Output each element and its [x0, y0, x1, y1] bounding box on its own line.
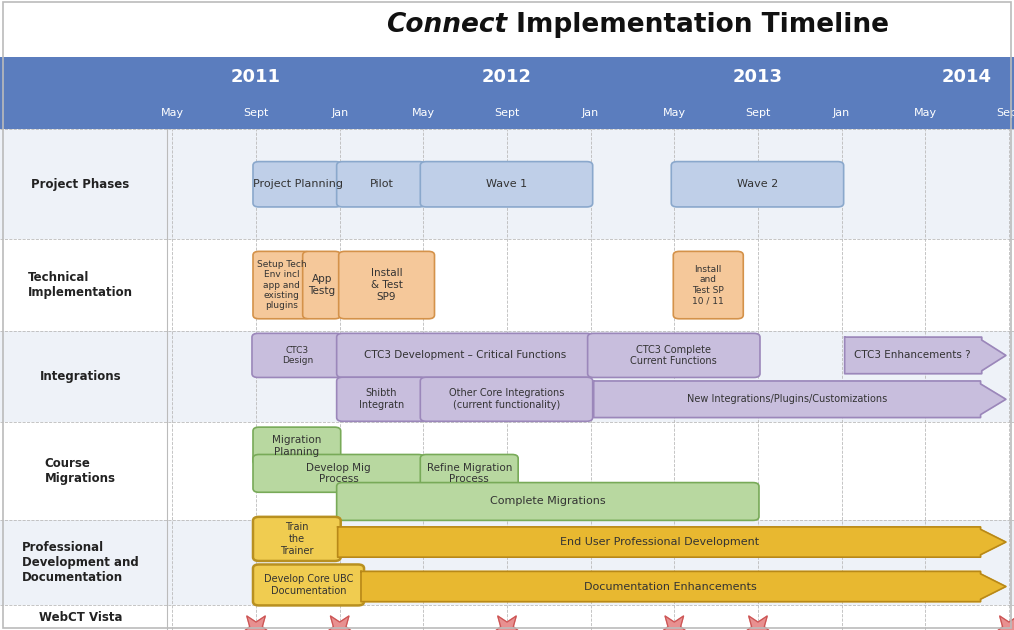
Text: Migration
Planning: Migration Planning	[272, 435, 321, 457]
Polygon shape	[361, 571, 1006, 602]
Text: May: May	[663, 108, 685, 118]
FancyBboxPatch shape	[337, 162, 426, 207]
Text: Documentation Enhancements: Documentation Enhancements	[584, 581, 757, 592]
Bar	[0, 520, 1014, 605]
Text: Other Core Integrations
(current functionality): Other Core Integrations (current functio…	[449, 389, 564, 410]
Polygon shape	[324, 616, 355, 630]
Text: Jan: Jan	[582, 108, 599, 118]
Text: CTC3 Development – Critical Functions: CTC3 Development – Critical Functions	[364, 350, 566, 360]
FancyBboxPatch shape	[251, 333, 343, 377]
Polygon shape	[338, 527, 1006, 557]
Text: Setup Tech
Env incl
app and
existing
plugins: Setup Tech Env incl app and existing plu…	[258, 260, 306, 311]
Polygon shape	[492, 616, 522, 630]
Text: CTC3 Complete
Current Functions: CTC3 Complete Current Functions	[631, 345, 717, 366]
FancyBboxPatch shape	[339, 251, 434, 319]
Text: Sept: Sept	[494, 108, 520, 118]
Text: 2013: 2013	[733, 68, 783, 86]
Text: Shibth
Integratn: Shibth Integratn	[359, 389, 405, 410]
Text: Wave 1: Wave 1	[487, 180, 527, 189]
Text: Jan: Jan	[331, 108, 349, 118]
FancyBboxPatch shape	[302, 251, 341, 319]
Bar	[0, 239, 1014, 331]
Text: CTC3 Enhancements ?: CTC3 Enhancements ?	[854, 350, 971, 360]
Text: Train
the
Trainer: Train the Trainer	[280, 522, 313, 556]
Text: New Integrations/Plugins/Customizations: New Integrations/Plugins/Customizations	[687, 394, 887, 404]
Text: Wave 2: Wave 2	[737, 180, 779, 189]
Bar	[0, 422, 1014, 520]
Polygon shape	[241, 616, 271, 630]
FancyBboxPatch shape	[254, 427, 341, 465]
Text: Technical
Implementation: Technical Implementation	[27, 271, 133, 299]
Text: App
Testg: App Testg	[308, 274, 336, 296]
Text: Course
Migrations: Course Migrations	[45, 457, 116, 485]
Text: Project Planning: Project Planning	[252, 180, 343, 189]
Text: Develop Mig
Process: Develop Mig Process	[306, 462, 371, 484]
Bar	[0, 129, 1014, 239]
FancyBboxPatch shape	[337, 377, 427, 421]
Text: Refine Migration
Process: Refine Migration Process	[427, 462, 512, 484]
Bar	[0, 57, 1014, 129]
Text: Install
& Test
SP9: Install & Test SP9	[371, 268, 403, 302]
FancyBboxPatch shape	[673, 251, 743, 319]
Text: Sept: Sept	[243, 108, 269, 118]
Polygon shape	[594, 381, 1006, 418]
Text: Connect: Connect	[386, 12, 507, 38]
FancyBboxPatch shape	[254, 251, 310, 319]
FancyBboxPatch shape	[421, 377, 592, 421]
Text: WebCT Vista: WebCT Vista	[39, 611, 122, 624]
Text: 2012: 2012	[482, 68, 532, 86]
Bar	[0, 331, 1014, 422]
Text: Sept: Sept	[996, 108, 1014, 118]
Text: Develop Core UBC
Documentation: Develop Core UBC Documentation	[264, 574, 353, 596]
Text: 2011: 2011	[231, 68, 281, 86]
Text: May: May	[914, 108, 937, 118]
Text: End User Professional Development: End User Professional Development	[560, 537, 758, 547]
Text: Professional
Development and
Documentation: Professional Development and Documentati…	[22, 541, 139, 584]
Text: Sept: Sept	[745, 108, 771, 118]
FancyBboxPatch shape	[337, 483, 758, 520]
FancyBboxPatch shape	[254, 564, 364, 605]
Polygon shape	[845, 337, 1006, 374]
FancyBboxPatch shape	[254, 517, 341, 561]
Text: May: May	[161, 108, 184, 118]
Text: Install
and
Test SP
10 / 11: Install and Test SP 10 / 11	[693, 265, 724, 305]
Polygon shape	[659, 616, 690, 630]
Polygon shape	[743, 616, 773, 630]
Text: Pilot: Pilot	[369, 180, 393, 189]
Text: CTC3
Design: CTC3 Design	[282, 346, 313, 365]
FancyBboxPatch shape	[588, 333, 760, 377]
FancyBboxPatch shape	[254, 454, 424, 492]
FancyBboxPatch shape	[671, 162, 844, 207]
Text: 2014: 2014	[942, 68, 992, 86]
FancyBboxPatch shape	[254, 162, 342, 207]
Text: Implementation Timeline: Implementation Timeline	[507, 12, 889, 38]
Bar	[0, 605, 1014, 630]
Text: Integrations: Integrations	[40, 370, 121, 383]
FancyBboxPatch shape	[421, 162, 592, 207]
Polygon shape	[994, 616, 1014, 630]
Text: Complete Migrations: Complete Migrations	[490, 496, 605, 507]
Text: Project Phases: Project Phases	[31, 178, 130, 191]
Text: May: May	[412, 108, 435, 118]
FancyBboxPatch shape	[421, 454, 518, 492]
Text: Jan: Jan	[832, 108, 851, 118]
FancyBboxPatch shape	[337, 333, 592, 377]
